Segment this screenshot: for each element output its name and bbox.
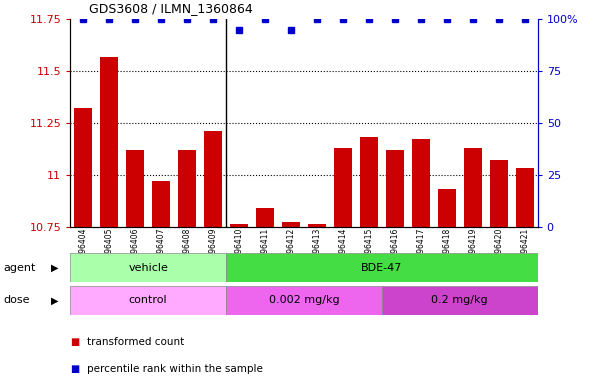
Text: BDE-47: BDE-47 — [361, 263, 403, 273]
Bar — [126, 150, 144, 227]
Bar — [489, 160, 508, 227]
Bar — [178, 150, 196, 227]
Text: control: control — [129, 295, 167, 306]
Bar — [100, 56, 119, 227]
Bar — [382, 286, 538, 315]
Bar — [516, 169, 534, 227]
Bar — [226, 253, 538, 282]
Bar — [230, 225, 248, 227]
Bar — [152, 181, 170, 227]
Bar — [412, 139, 430, 227]
Text: percentile rank within the sample: percentile rank within the sample — [87, 364, 263, 374]
Text: ■: ■ — [70, 337, 79, 347]
Text: dose: dose — [3, 295, 29, 306]
Text: ▶: ▶ — [51, 263, 59, 273]
Bar — [226, 286, 382, 315]
Text: GDS3608 / ILMN_1360864: GDS3608 / ILMN_1360864 — [89, 2, 252, 15]
Text: 0.2 mg/kg: 0.2 mg/kg — [431, 295, 488, 306]
Text: agent: agent — [3, 263, 35, 273]
Bar — [437, 189, 456, 227]
Bar — [74, 108, 92, 227]
Bar — [70, 286, 226, 315]
Bar — [256, 208, 274, 227]
Bar — [386, 150, 404, 227]
Bar — [204, 131, 222, 227]
Text: 0.002 mg/kg: 0.002 mg/kg — [269, 295, 339, 306]
Bar — [282, 222, 300, 227]
Bar — [334, 148, 352, 227]
Bar — [464, 148, 482, 227]
Bar — [360, 137, 378, 227]
Text: transformed count: transformed count — [87, 337, 185, 347]
Text: vehicle: vehicle — [128, 263, 168, 273]
Text: ▶: ▶ — [51, 295, 59, 306]
Text: ■: ■ — [70, 364, 79, 374]
Bar — [308, 225, 326, 227]
Bar — [70, 253, 226, 282]
